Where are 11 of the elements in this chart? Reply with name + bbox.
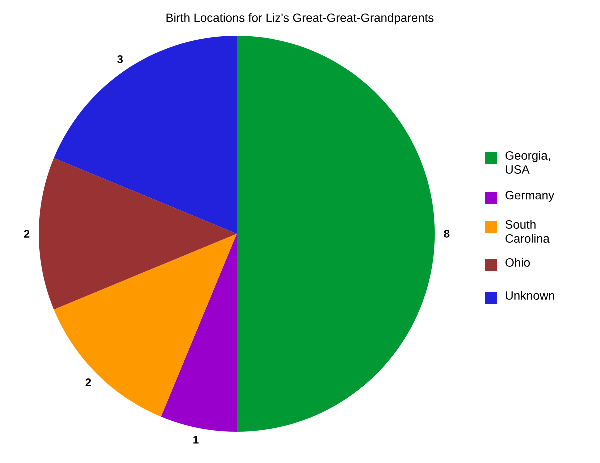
legend-label: Ohio [506,258,530,267]
data-label: 3 [118,55,124,64]
legend-label: Unknown [506,291,554,300]
data-label: 2 [24,230,30,238]
legend-label: South Carolina [506,220,550,243]
legend-label: Georgia, USA [506,151,550,174]
data-label: 2 [86,378,92,386]
data-label: 1 [194,436,199,444]
chart-title: Birth Locations for Liz's Great-Great-Grandparents [166,13,434,25]
legend-label: Germany [506,191,555,202]
data-label: 8 [444,230,450,238]
